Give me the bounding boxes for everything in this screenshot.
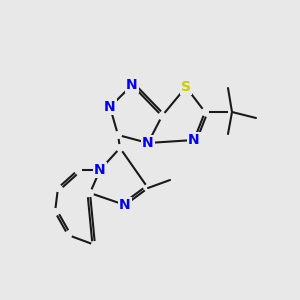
Text: N: N xyxy=(94,163,106,177)
Text: N: N xyxy=(104,100,116,114)
Text: N: N xyxy=(142,136,154,150)
Text: N: N xyxy=(126,78,138,92)
Text: N: N xyxy=(188,133,200,147)
Text: S: S xyxy=(181,80,191,94)
Text: N: N xyxy=(119,198,131,212)
